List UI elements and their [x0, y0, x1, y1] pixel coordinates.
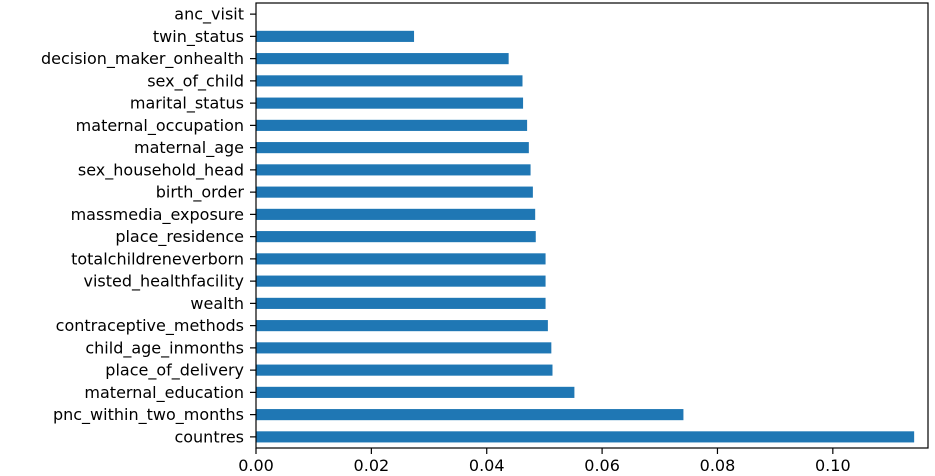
bar-birth-order [256, 186, 533, 198]
bar-visted-healthfacility [256, 275, 546, 287]
bar-contraceptive-methods [256, 320, 548, 332]
x-tick-label: 0.06 [584, 456, 620, 475]
y-tick-label: countres [174, 427, 244, 446]
bar-maternal-age [256, 142, 529, 154]
bar-wealth [256, 297, 546, 309]
y-tick-label: wealth [190, 294, 244, 313]
bar-sex-household-head [256, 164, 531, 176]
x-tick-label: 0.02 [354, 456, 390, 475]
y-tick-label: sex_household_head [78, 160, 244, 180]
bar-pnc-within-two-months [256, 409, 684, 421]
y-tick-label: child_age_inmonths [85, 338, 244, 358]
y-tick-label: marital_status [130, 94, 244, 114]
bar-maternal-occupation [256, 119, 528, 131]
bar-place-of-delivery [256, 364, 553, 376]
y-tick-label: twin_status [153, 27, 244, 47]
y-tick-label: birth_order [156, 183, 245, 203]
y-tick-label: visted_healthfacility [84, 272, 244, 292]
bar-child-age-inmonths [256, 342, 552, 354]
bar-decision-maker-onhealth [256, 53, 509, 65]
y-tick-label: massmedia_exposure [71, 205, 244, 225]
x-tick-label: 0.10 [815, 456, 851, 475]
y-tick-label: maternal_education [84, 383, 244, 403]
y-tick-label: anc_visit [174, 5, 244, 25]
bar-sex-of-child [256, 75, 523, 87]
y-tick-label: totalchildreneverborn [71, 249, 244, 268]
bar-totalchildreneverborn [256, 253, 546, 265]
bar-marital-status [256, 97, 524, 109]
bar-place-residence [256, 231, 536, 243]
x-tick-label: 0.04 [469, 456, 505, 475]
y-tick-label: maternal_age [134, 138, 244, 158]
y-tick-label: maternal_occupation [76, 116, 244, 136]
y-tick-label: place_of_delivery [105, 361, 244, 381]
x-tick-marks [255, 448, 834, 454]
plot-frame [255, 2, 929, 449]
y-tick-label: sex_of_child [147, 71, 244, 91]
y-tick-label: decision_maker_onhealth [41, 49, 244, 69]
bar-twin-status [256, 30, 415, 42]
y-tick-label: place_residence [115, 227, 244, 247]
y-tick-marks [250, 13, 256, 438]
x-tick-label: 0.08 [700, 456, 736, 475]
x-tick-labels: 0.00 0.02 0.04 0.06 0.08 0.10 [238, 456, 850, 475]
bars-group [256, 30, 915, 443]
y-tick-label: pnc_within_two_months [53, 405, 244, 425]
bar-countres [256, 431, 915, 443]
y-tick-label: contraceptive_methods [56, 316, 244, 336]
bar-maternal-education [256, 386, 575, 398]
y-tick-labels: anc_visittwin_statusdecision_maker_onhea… [41, 5, 244, 447]
bar-massmedia-exposure [256, 208, 536, 220]
x-tick-label: 0.00 [238, 456, 274, 475]
